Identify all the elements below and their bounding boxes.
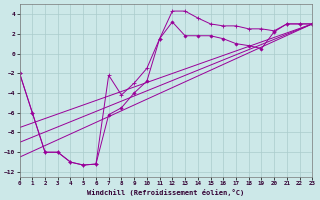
X-axis label: Windchill (Refroidissement éolien,°C): Windchill (Refroidissement éolien,°C) [87,189,244,196]
